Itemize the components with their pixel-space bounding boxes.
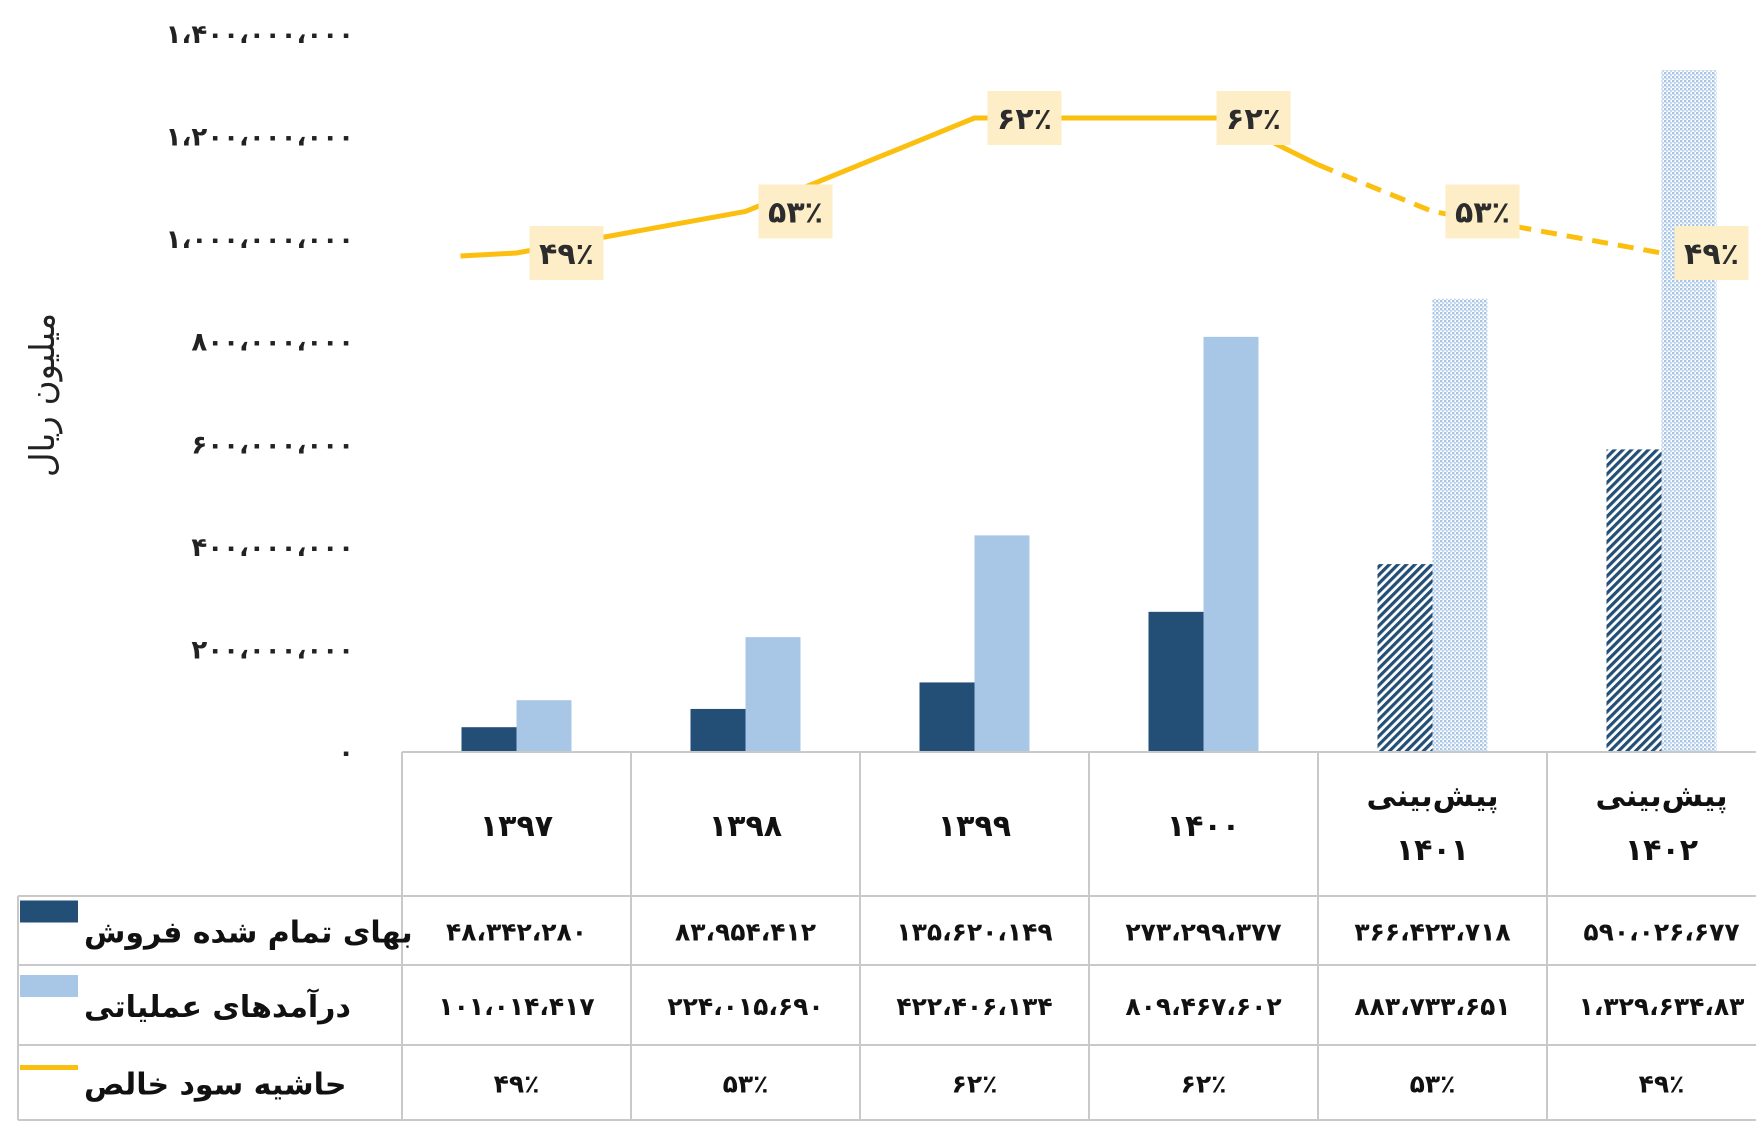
bars-layer bbox=[461, 70, 1717, 752]
table-cell-value: ۵۳٪ bbox=[1410, 1070, 1456, 1099]
table-cell-value: ۴۹٪ bbox=[1639, 1070, 1685, 1099]
bar-cost-of-sales bbox=[1377, 564, 1433, 752]
margin-data-label: ۶۲٪ bbox=[1226, 102, 1281, 137]
margin-label-box bbox=[1674, 226, 1749, 280]
category-label: ۱۴۰۱ bbox=[1396, 833, 1469, 868]
bar-operating-revenue bbox=[745, 637, 801, 752]
y-axis: ۰ ۲۰۰،۰۰۰،۰۰۰ ۴۰۰،۰۰۰،۰۰۰ ۶۰۰،۰۰۰،۰۰۰ ۸۰۰،۰۰… bbox=[166, 20, 354, 768]
table-cell-value: ۳۶۶،۴۲۳،۷۱۸ bbox=[1354, 918, 1510, 947]
category-label: پیش‌بینی bbox=[1366, 779, 1498, 814]
bar-cost-of-sales bbox=[690, 708, 746, 752]
table-cell-value: ۴۹٪ bbox=[494, 1070, 540, 1099]
bar-cost-of-sales bbox=[1148, 611, 1204, 752]
margin-data-label: ۴۹٪ bbox=[539, 237, 594, 272]
bar-operating-revenue bbox=[1432, 298, 1488, 752]
margin-line-layer: ۴۹٪ ۵۳٪ ۶۲٪ ۶۲٪ ۵۳٪ ۴۹٪ bbox=[460, 91, 1749, 280]
margin-data-label: ۵۳٪ bbox=[768, 195, 823, 230]
category-label: پیش‌بینی bbox=[1595, 779, 1727, 814]
table-cell-value: ۱،۳۲۹،۶۳۴،۸۳ bbox=[1579, 992, 1745, 1021]
category-label: ۱۳۹۸ bbox=[709, 809, 782, 844]
legend-swatch bbox=[20, 900, 78, 923]
y-tick-label: ۱،۴۰۰،۰۰۰،۰۰۰ bbox=[166, 20, 354, 50]
legend-swatch bbox=[20, 975, 78, 997]
data-table: ۱۳۹۷ ۱۳۹۸ ۱۳۹۹ ۱۴۰۰ پیش‌بینی ۱۴۰۱ پیش‌بینی ۱۴۰۲… bbox=[17, 751, 1756, 1121]
y-tick-label: ۶۰۰،۰۰۰،۰۰۰ bbox=[191, 430, 354, 460]
table-cell-value: ۶۲٪ bbox=[1181, 1070, 1227, 1099]
y-tick-label: ۰ bbox=[338, 738, 354, 768]
margin-line-forecast bbox=[1317, 162, 1662, 256]
y-tick-label: ۱،۲۰۰،۰۰۰،۰۰۰ bbox=[166, 123, 354, 153]
table-cell-value: ۲۷۳،۲۹۹،۳۷۷ bbox=[1125, 918, 1281, 947]
margin-label-box bbox=[758, 184, 833, 239]
table-cell-value: ۸۳،۹۵۴،۴۱۲ bbox=[675, 918, 816, 947]
margin-label-box bbox=[987, 91, 1062, 145]
table-cell-value: ۶۲٪ bbox=[952, 1070, 998, 1099]
margin-label-box bbox=[529, 226, 604, 280]
bar-operating-revenue bbox=[974, 535, 1030, 752]
y-tick-label: ۸۰۰،۰۰۰،۰۰۰ bbox=[191, 328, 354, 358]
table-cell-value: ۴۸،۳۴۲،۲۸۰ bbox=[446, 918, 587, 947]
bar-operating-revenue bbox=[516, 700, 572, 752]
table-cell-value: ۱۰۱،۰۱۴،۴۱۷ bbox=[438, 992, 594, 1021]
table-cell-value: ۵۳٪ bbox=[723, 1070, 769, 1099]
table-cell-value: ۵۹۰،۰۲۶،۶۷۷ bbox=[1583, 918, 1739, 947]
legend-label: درآمدهای عملیاتی bbox=[84, 988, 351, 1025]
bar-cost-of-sales bbox=[461, 727, 517, 752]
bar-cost-of-sales bbox=[1606, 449, 1662, 752]
table-cell-value: ۱۳۵،۶۲۰،۱۴۹ bbox=[896, 918, 1052, 947]
margin-data-label: ۶۲٪ bbox=[997, 102, 1052, 137]
y-tick-label: ۴۰۰،۰۰۰،۰۰۰ bbox=[191, 533, 354, 563]
legend-label: بهای تمام شده فروش bbox=[84, 916, 413, 951]
category-label: ۱۴۰۰ bbox=[1167, 809, 1240, 844]
margin-data-label: ۴۹٪ bbox=[1684, 237, 1739, 272]
category-label: ۱۳۹۷ bbox=[480, 809, 553, 844]
table-cell-value: ۴۲۲،۴۰۶،۱۳۴ bbox=[896, 992, 1052, 1021]
y-tick-label: ۱،۰۰۰،۰۰۰،۰۰۰ bbox=[166, 225, 354, 255]
bar-operating-revenue bbox=[1203, 336, 1259, 752]
bar-cost-of-sales bbox=[919, 682, 975, 752]
table-cell-value: ۸۰۹،۴۶۷،۶۰۲ bbox=[1125, 992, 1281, 1021]
legend-label: حاشیه سود خالص bbox=[84, 1068, 347, 1103]
bar-operating-revenue bbox=[1661, 70, 1717, 752]
category-label: ۱۴۰۲ bbox=[1625, 833, 1698, 868]
margin-label-box bbox=[1216, 91, 1291, 145]
margin-data-label: ۵۳٪ bbox=[1455, 195, 1510, 230]
margin-label-box bbox=[1445, 184, 1520, 239]
y-tick-label: ۲۰۰،۰۰۰،۰۰۰ bbox=[191, 635, 354, 665]
table-cell-value: ۲۲۴،۰۱۵،۶۹۰ bbox=[667, 992, 823, 1021]
table-cell-value: ۸۸۳،۷۳۳،۶۵۱ bbox=[1354, 992, 1510, 1021]
y-axis-label: میلیون ریال bbox=[23, 313, 63, 477]
category-label: ۱۳۹۹ bbox=[938, 809, 1011, 844]
